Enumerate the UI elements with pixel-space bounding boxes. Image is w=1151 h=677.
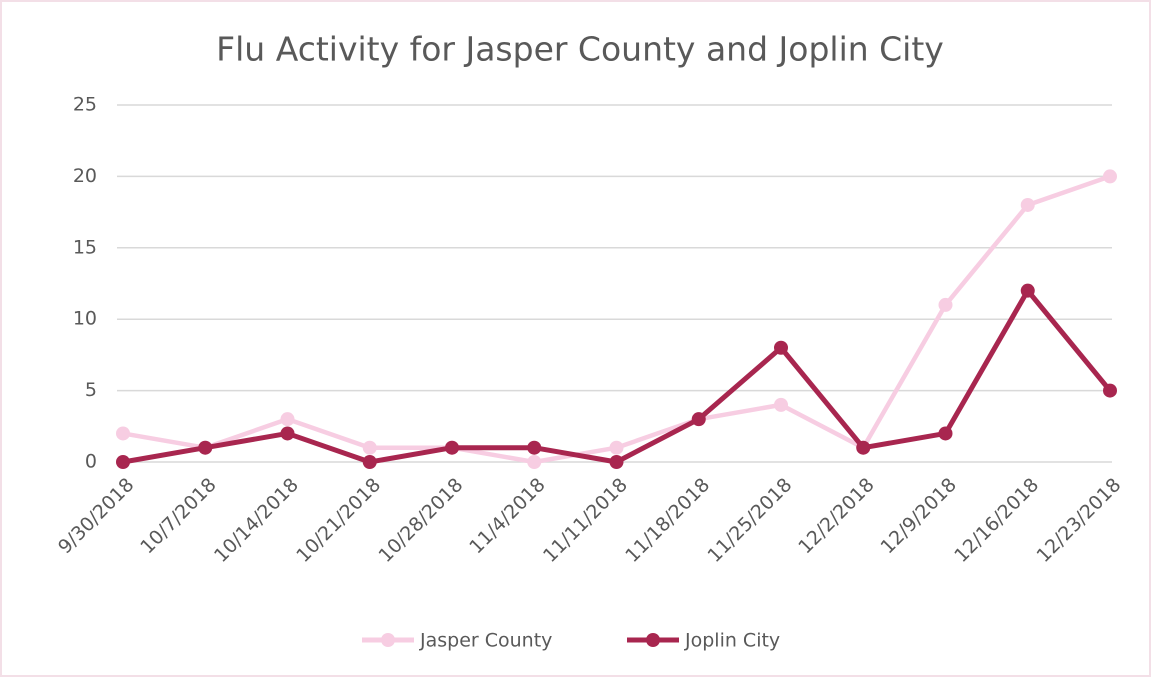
- series-marker: [856, 440, 871, 455]
- legend-label: Jasper County: [419, 630, 552, 652]
- legend-label: Joplin City: [684, 630, 780, 652]
- series-marker: [116, 426, 130, 441]
- series-marker: [691, 412, 706, 427]
- series-marker: [1020, 197, 1035, 212]
- series-marker: [1020, 283, 1035, 298]
- series-marker: [445, 440, 459, 455]
- y-tick-label: 0: [85, 451, 97, 473]
- series-marker: [1103, 169, 1117, 184]
- y-tick-label: 5: [85, 379, 97, 401]
- series-marker: [527, 440, 542, 455]
- y-tick-label: 20: [73, 165, 97, 187]
- series-marker: [938, 297, 953, 312]
- series-marker: [280, 412, 295, 427]
- series-marker: [1103, 383, 1117, 398]
- series-marker: [527, 455, 542, 469]
- series-marker: [198, 440, 213, 455]
- series-marker: [774, 397, 788, 412]
- y-tick-label: 10: [73, 308, 97, 330]
- chart-title: Flu Activity for Jasper County and Jopli…: [216, 30, 944, 69]
- series-marker: [609, 455, 624, 469]
- series-marker: [362, 440, 377, 455]
- series-marker: [609, 440, 624, 455]
- series-marker: [938, 426, 953, 441]
- legend-marker: [646, 633, 660, 647]
- y-tick-label: 25: [73, 94, 97, 116]
- series-marker: [116, 455, 130, 469]
- series-marker: [280, 426, 295, 441]
- y-tick-label: 15: [73, 236, 97, 258]
- series-marker: [362, 455, 377, 469]
- legend-marker: [381, 633, 395, 647]
- series-marker: [774, 340, 788, 355]
